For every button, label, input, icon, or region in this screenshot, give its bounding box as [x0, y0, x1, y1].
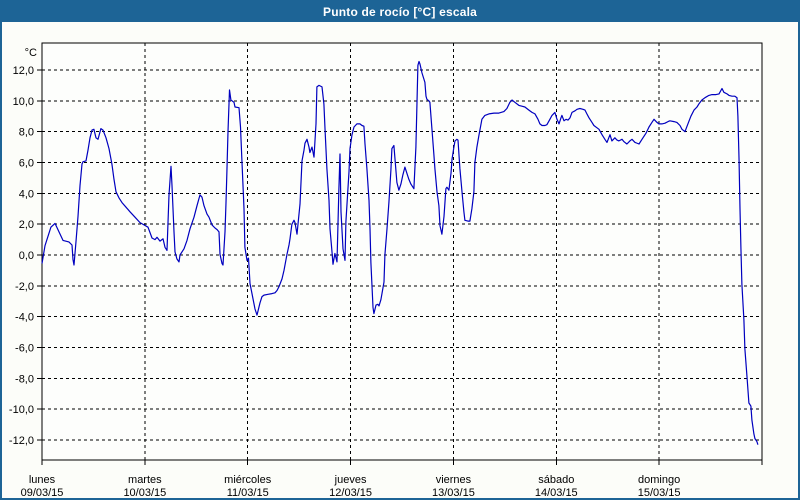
y-tick-label: 6,0 — [19, 157, 34, 169]
y-tick-label: -12,0 — [9, 435, 34, 447]
x-date-label: 15/03/15 — [638, 487, 681, 498]
x-day-label: domingo — [638, 474, 680, 486]
x-day-label: martes — [128, 474, 162, 486]
y-tick-label: 8,0 — [19, 127, 34, 139]
plot-frame — [41, 42, 763, 461]
y-tick-label: -6,0 — [15, 343, 34, 355]
y-tick-label: 2,0 — [19, 219, 34, 231]
x-day-label: jueves — [334, 474, 367, 486]
x-day-label: miércoles — [224, 474, 272, 486]
y-tick-label: -8,0 — [15, 373, 34, 385]
y-tick-label: -10,0 — [9, 404, 34, 416]
y-tick-label: 12,0 — [13, 65, 34, 77]
x-date-label: 11/03/15 — [227, 487, 269, 498]
x-day-label: lunes — [29, 474, 56, 486]
x-date-label: 13/03/15 — [432, 487, 475, 498]
y-tick-label: 4,0 — [19, 188, 34, 200]
chart-title-bar: Punto de rocío [°C] escala — [2, 2, 798, 22]
x-day-label: sábado — [538, 474, 574, 486]
y-tick-label: -2,0 — [15, 281, 34, 293]
y-tick-label: -4,0 — [15, 312, 34, 324]
x-date-label: 12/03/15 — [329, 487, 372, 498]
x-day-label: viernes — [436, 474, 472, 486]
y-tick-label: 10,0 — [13, 96, 34, 108]
y-tick-label: 0,0 — [19, 250, 34, 262]
x-date-label: 09/03/15 — [21, 487, 64, 498]
y-axis-unit-label: °C — [25, 47, 37, 59]
dewpoint-line — [41, 60, 759, 445]
x-date-label: 10/03/15 — [123, 487, 166, 498]
x-date-label: 14/03/15 — [535, 487, 578, 498]
plot-area — [42, 43, 762, 460]
chart-title: Punto de rocío [°C] escala — [322, 5, 478, 19]
